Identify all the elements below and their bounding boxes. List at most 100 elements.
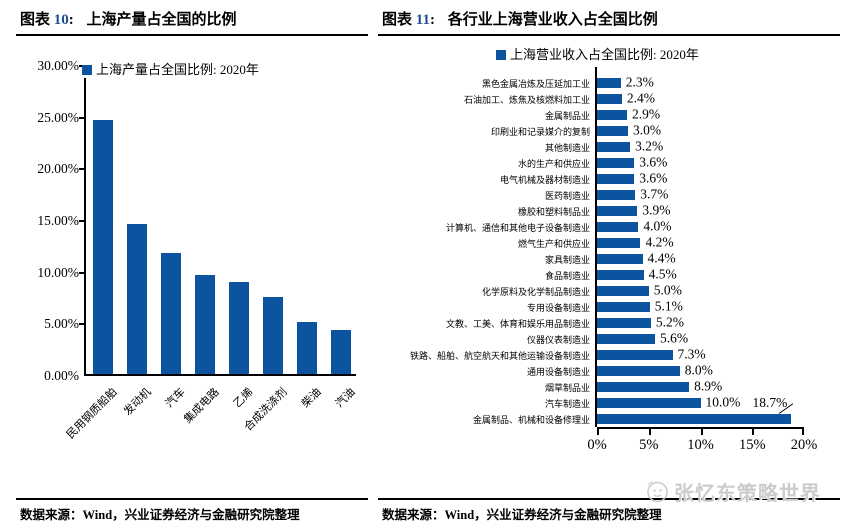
bar-track: 3.6% <box>597 171 840 187</box>
bar <box>597 286 649 296</box>
category-label: 印刷业和记录媒介的复制 <box>490 126 590 137</box>
legend-swatch-icon <box>82 65 92 75</box>
y-tick-mark <box>79 168 84 171</box>
chart-row: 医药制造业 3.7% <box>378 187 840 203</box>
chart-row: 仪器仪表制造业 5.6% <box>378 331 840 347</box>
shanghai-revenue-chart: 上海营业收入占全国比例: 2020年 黑色金属冶炼及压延加工业 2.3% 石油加工、… <box>378 44 840 453</box>
bar-track: 5.0% <box>597 283 840 299</box>
bar <box>597 94 622 104</box>
chart-row: 计算机、通信和其他电子设备制造业 4.0% <box>378 219 840 235</box>
bar <box>597 350 673 360</box>
watermark-text: 张忆东策略世界 <box>674 483 821 505</box>
bar <box>597 190 636 200</box>
bar <box>597 158 635 168</box>
bar <box>597 110 627 120</box>
category-label: 电气机械及器材制造业 <box>499 174 590 185</box>
figure-number: 11 <box>415 12 430 28</box>
x-axis: 0% 5% 10% 15% 20% <box>587 427 817 453</box>
chart-row: 烟草制品业 8.9% <box>378 379 840 395</box>
bar <box>597 238 641 248</box>
x-tick-label: 20% <box>790 437 818 453</box>
x-tick-label: 0% <box>587 437 607 453</box>
x-tick-mark <box>700 429 703 435</box>
x-tick-mark <box>752 429 755 435</box>
bar <box>597 382 690 392</box>
data-label: 5.0% <box>653 282 682 298</box>
bar-track: 18.7% <box>597 395 840 427</box>
chart-row: 专用设备制造业 5.1% <box>378 299 840 315</box>
bar <box>263 296 283 374</box>
y-tick-label: 5.00% <box>44 316 79 332</box>
watermark: 张忆东策略世界 <box>645 477 821 506</box>
bar <box>597 254 643 264</box>
bar-track: 3.0% <box>597 123 840 139</box>
data-label: 5.6% <box>659 330 689 346</box>
bar-track: 3.2% <box>597 139 840 155</box>
data-label: 8.9% <box>694 378 723 394</box>
chart-row: 电气机械及器材制造业 3.6% <box>378 171 840 187</box>
bar-track: 5.6% <box>597 331 840 347</box>
category-label: 水的生产和供应业 <box>517 158 590 169</box>
data-label: 5.1% <box>654 298 683 314</box>
plot-area: 30.00% 25.00% 20.00% 15.00% 10.00% 5.00% 0.00%… <box>37 58 357 441</box>
bar <box>229 282 249 374</box>
y-tick-label: 25.00% <box>37 109 79 125</box>
figure-label: 图表 <box>382 12 413 28</box>
bar <box>597 222 639 232</box>
chart-row: 化学原料及化学制品制造业 5.0% <box>378 283 840 299</box>
left-source-note: 数据来源：Wind，兴业证券经济与金融研究院整理 <box>16 498 368 523</box>
figure-label: 图表 <box>20 12 51 28</box>
data-label: 2.4% <box>626 90 655 106</box>
right-chart-header: 图表 11: 各行业上海营业收入占全国比例 <box>378 6 840 36</box>
chart-row: 铁路、船舶、航空航天和其他运输设备制造业 7.3% <box>378 347 840 363</box>
bar-track: 5.2% <box>597 315 840 331</box>
bar <box>93 119 113 374</box>
bar-track: 8.0% <box>597 363 840 379</box>
figure-colon: : <box>429 12 435 28</box>
figure-title: 各行业上海营业收入占全国比例 <box>447 12 658 28</box>
category-label: 金属制品业 <box>544 110 590 121</box>
category-label: 仪器仪表制造业 <box>526 334 590 345</box>
data-label: 3.9% <box>642 202 671 218</box>
category-label: 燃气生产和供应业 <box>517 238 590 249</box>
category-label: 石油加工、炼焦及核燃料加工业 <box>463 94 590 105</box>
x-tick-label: 5% <box>639 437 659 453</box>
y-tick-mark <box>79 220 84 222</box>
bar-track: 8.9% <box>597 379 840 395</box>
category-label: 橡胶和塑料制品业 <box>517 206 590 217</box>
right-panel: 图表 11: 各行业上海营业收入占全国比例 上海营业收入占全国比例: 2020年… <box>378 6 840 453</box>
chart-row: 通用设备制造业 8.0% <box>378 363 840 379</box>
data-label: 4.0% <box>643 218 672 234</box>
bar <box>597 206 638 216</box>
data-label: 3.0% <box>633 122 662 138</box>
data-label: 10.0% <box>705 394 741 410</box>
bar-track: 4.2% <box>597 235 840 251</box>
x-tick-label: 10% <box>687 437 714 453</box>
bar-track: 4.4% <box>597 251 840 267</box>
data-label: 2.3% <box>625 74 654 90</box>
category-label: 汽车制造业 <box>544 398 590 409</box>
bar <box>297 322 317 374</box>
data-label: 3.7% <box>640 186 669 202</box>
chart-row: 食品制造业 4.5% <box>378 267 840 283</box>
category-label: 计算机、通信和其他电子设备制造业 <box>445 222 590 233</box>
bar <box>597 334 655 344</box>
data-label: 7.3% <box>677 346 706 362</box>
bar <box>597 398 701 408</box>
data-label: 2.9% <box>632 106 661 122</box>
bar <box>127 224 147 374</box>
bar-track: 10.0% <box>597 395 840 411</box>
legend-label: 上海营业收入占全国比例: 2020年 <box>510 47 699 62</box>
chart-row: 石油加工、炼焦及核燃料加工业 2.4% <box>378 91 840 107</box>
bar-track: 3.9% <box>597 203 840 219</box>
y-axis-line <box>595 67 597 427</box>
category-label: 家具制造业 <box>544 254 590 265</box>
bar-track: 3.7% <box>597 187 840 203</box>
chart-row: 金属制品业 2.9% <box>378 107 840 123</box>
bar-track: 5.1% <box>597 299 840 315</box>
category-label: 化学原料及化学制品制造业 <box>481 286 590 297</box>
chart-row: 印刷业和记录媒介的复制 3.0% <box>378 123 840 139</box>
category-label: 金属制品、机械和设备修理业 <box>472 414 590 425</box>
y-tick-label: 15.00% <box>37 213 79 228</box>
category-label: 医药制造业 <box>544 190 590 201</box>
